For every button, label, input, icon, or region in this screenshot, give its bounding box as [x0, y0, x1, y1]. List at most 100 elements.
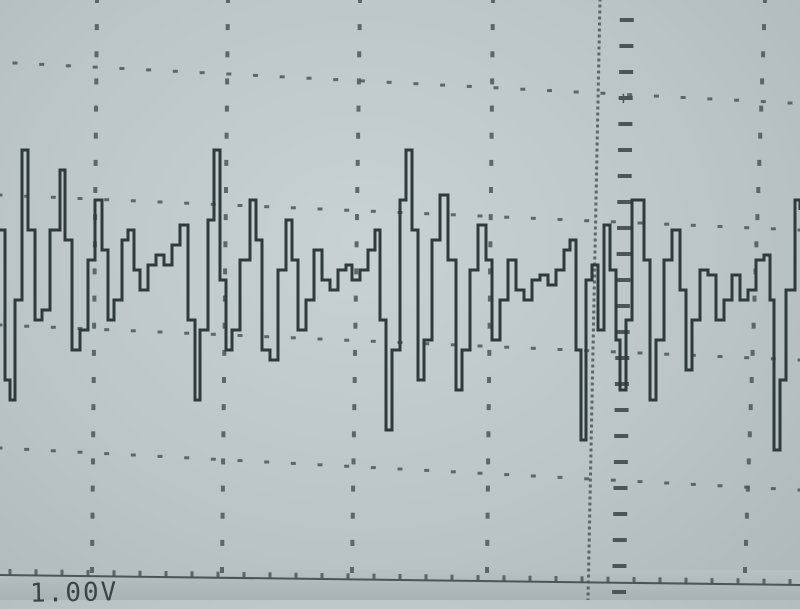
grid-dot	[158, 455, 163, 458]
grid-dot	[280, 75, 285, 78]
grid-dot	[184, 456, 189, 459]
grid-dot	[24, 448, 29, 451]
grid-dot	[360, 79, 365, 82]
grid-dot	[588, 503, 591, 506]
grid-dot	[487, 377, 491, 383]
grid-dot	[491, 0, 495, 3]
grid-dot	[734, 99, 739, 102]
grid-dot	[221, 513, 225, 519]
grid-dot	[589, 497, 592, 500]
grid-dot	[597, 53, 600, 56]
grid-dot	[485, 540, 489, 546]
grid-dot	[355, 241, 359, 247]
grid-dot	[596, 143, 599, 146]
grid-dot	[592, 305, 595, 308]
grid-dot	[595, 173, 598, 176]
grid-dot	[760, 78, 764, 84]
grid-dot	[352, 404, 356, 410]
grid-dot	[594, 209, 597, 212]
grid-dot	[788, 102, 793, 105]
grid-dot	[225, 51, 229, 57]
grid-dot	[146, 68, 151, 71]
grid-dot	[590, 413, 593, 416]
grid-dot	[664, 353, 669, 356]
grid-dot	[158, 201, 163, 204]
grid-dot	[531, 475, 536, 478]
grid-dot	[595, 191, 598, 194]
grid-dot	[490, 106, 494, 112]
grid-dot	[591, 389, 594, 392]
grid-dot	[318, 463, 323, 466]
grid-dot	[587, 563, 590, 566]
grid-dot	[224, 187, 228, 193]
axis-tick	[617, 252, 631, 256]
grid-dot	[264, 335, 269, 338]
grid-dot	[654, 95, 659, 98]
grid-dot	[222, 404, 226, 410]
grid-dot	[593, 257, 596, 260]
axis-tick	[614, 460, 628, 464]
grid-dot	[291, 462, 296, 465]
grid-dot	[131, 329, 136, 332]
grid-dot	[90, 540, 94, 546]
grid-dot	[590, 425, 593, 428]
grid-dot	[595, 167, 598, 170]
grid-dot	[597, 77, 600, 80]
grid-dot	[487, 404, 491, 410]
grid-dot	[223, 268, 227, 274]
grid-dot	[184, 332, 189, 335]
grid-dot	[591, 353, 594, 356]
grid-dot	[763, 0, 767, 3]
grid-dot	[595, 179, 598, 182]
grid-dot	[158, 331, 163, 334]
grid-dot	[224, 160, 228, 166]
grid-dot	[221, 458, 225, 464]
grid-dot	[0, 447, 3, 450]
grid-dot	[87, 570, 90, 576]
grid-dot	[607, 577, 610, 583]
grid-dot	[357, 51, 361, 57]
grid-dot	[750, 377, 754, 383]
grid-dot	[751, 350, 755, 356]
axis-tick	[616, 278, 630, 282]
grid-dot	[90, 567, 94, 573]
grid-dot	[754, 241, 758, 247]
grid-dot	[558, 476, 563, 479]
grid-dot	[638, 222, 643, 225]
grid-dot	[451, 575, 454, 581]
grid-dot	[718, 484, 723, 487]
grid-dot	[555, 576, 558, 582]
grid-dot	[711, 578, 714, 584]
grid-dot	[588, 509, 591, 512]
grid-dot	[264, 461, 269, 464]
grid-dot	[589, 479, 592, 482]
grid-dot	[611, 220, 616, 223]
grid-dot	[226, 73, 231, 76]
grid-dot	[226, 0, 230, 3]
grid-dot	[595, 161, 598, 164]
grid-dot	[591, 365, 594, 368]
grid-dot	[220, 540, 224, 546]
grid-dot	[95, 51, 99, 57]
grid-dot	[467, 85, 472, 88]
grid-dot	[220, 567, 224, 573]
grid-dot	[238, 459, 243, 462]
grid-dot	[591, 401, 594, 404]
grid-dot	[93, 66, 98, 69]
grid-dot	[592, 317, 595, 320]
grid-dot	[9, 569, 12, 575]
axis-tick	[616, 304, 630, 308]
grid-dot	[596, 137, 599, 140]
volts-per-division-readout: 1.00V	[30, 577, 119, 609]
grid-dot	[93, 268, 97, 274]
grid-dot	[104, 452, 109, 455]
grid-dot	[269, 572, 272, 578]
grid-dot	[307, 77, 312, 80]
axis-tick	[615, 408, 629, 412]
grid-dot	[761, 51, 765, 57]
grid-dot	[91, 458, 95, 464]
grid-dot	[351, 513, 355, 519]
grid-dot	[591, 377, 594, 380]
grid-dot	[226, 24, 230, 30]
